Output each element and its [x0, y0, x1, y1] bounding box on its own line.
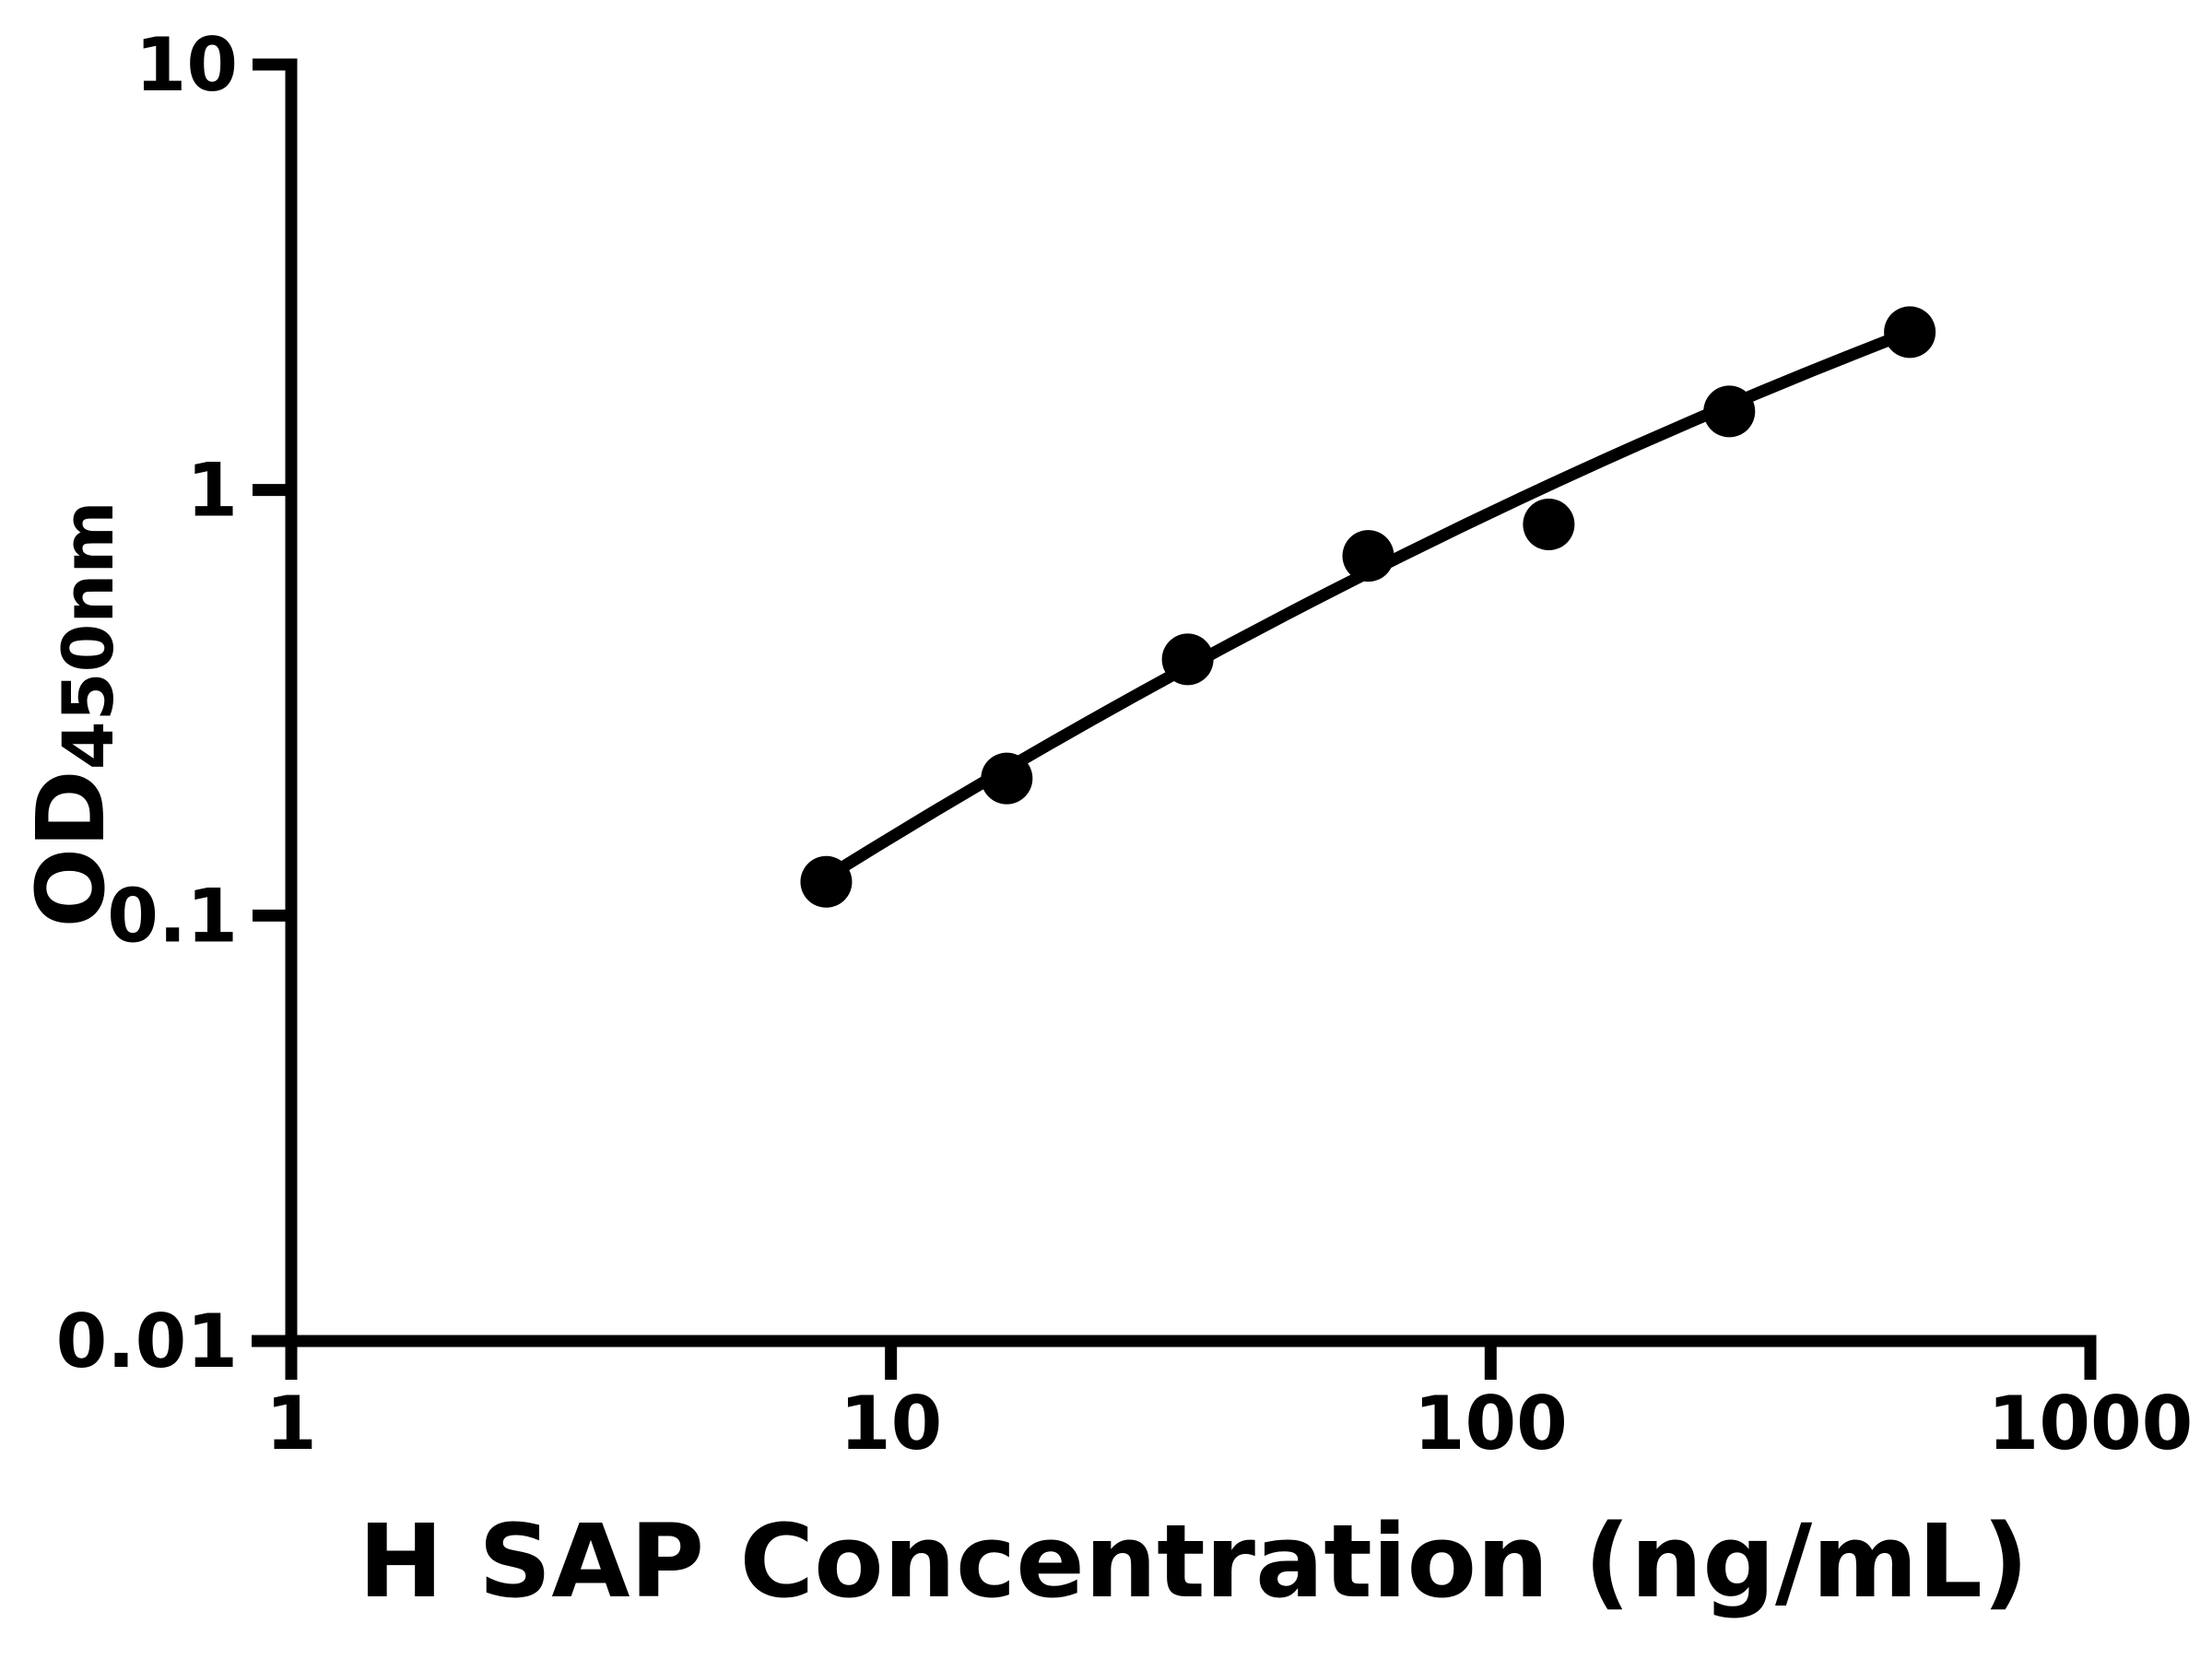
y-tick-labels: 0.01 0.1 1 10	[56, 22, 238, 1384]
data-point	[1884, 306, 1936, 359]
x-ticks	[285, 1341, 2097, 1380]
data-point	[1523, 499, 1575, 551]
y-ticks	[253, 58, 291, 1347]
x-tick-label: 10	[840, 1381, 942, 1466]
data-point	[1342, 530, 1394, 582]
y-tick-label: 0.1	[107, 873, 238, 959]
data-point	[981, 752, 1033, 805]
y-tick-label: 1	[186, 448, 238, 534]
y-axis-title-main: OD	[17, 770, 126, 927]
axes	[252, 58, 2097, 1380]
x-tick-label: 1000	[1988, 1381, 2194, 1466]
data-points-group	[800, 306, 1936, 908]
y-tick-label: 0.01	[56, 1299, 238, 1384]
y-axis-title-subscript: 450nm	[47, 500, 129, 770]
x-tick-labels: 1 10 100 1000	[265, 1381, 2193, 1466]
y-tick-label: 10	[135, 22, 238, 108]
x-tick-label: 1	[265, 1381, 317, 1466]
y-axis-title: OD450nm	[17, 500, 129, 927]
x-tick-label: 100	[1414, 1381, 1568, 1466]
data-point	[800, 855, 853, 908]
data-point	[1161, 633, 1214, 686]
x-axis-title: H SAP Concentration (ng/mL)	[359, 1502, 2029, 1620]
data-point	[1703, 385, 1756, 438]
